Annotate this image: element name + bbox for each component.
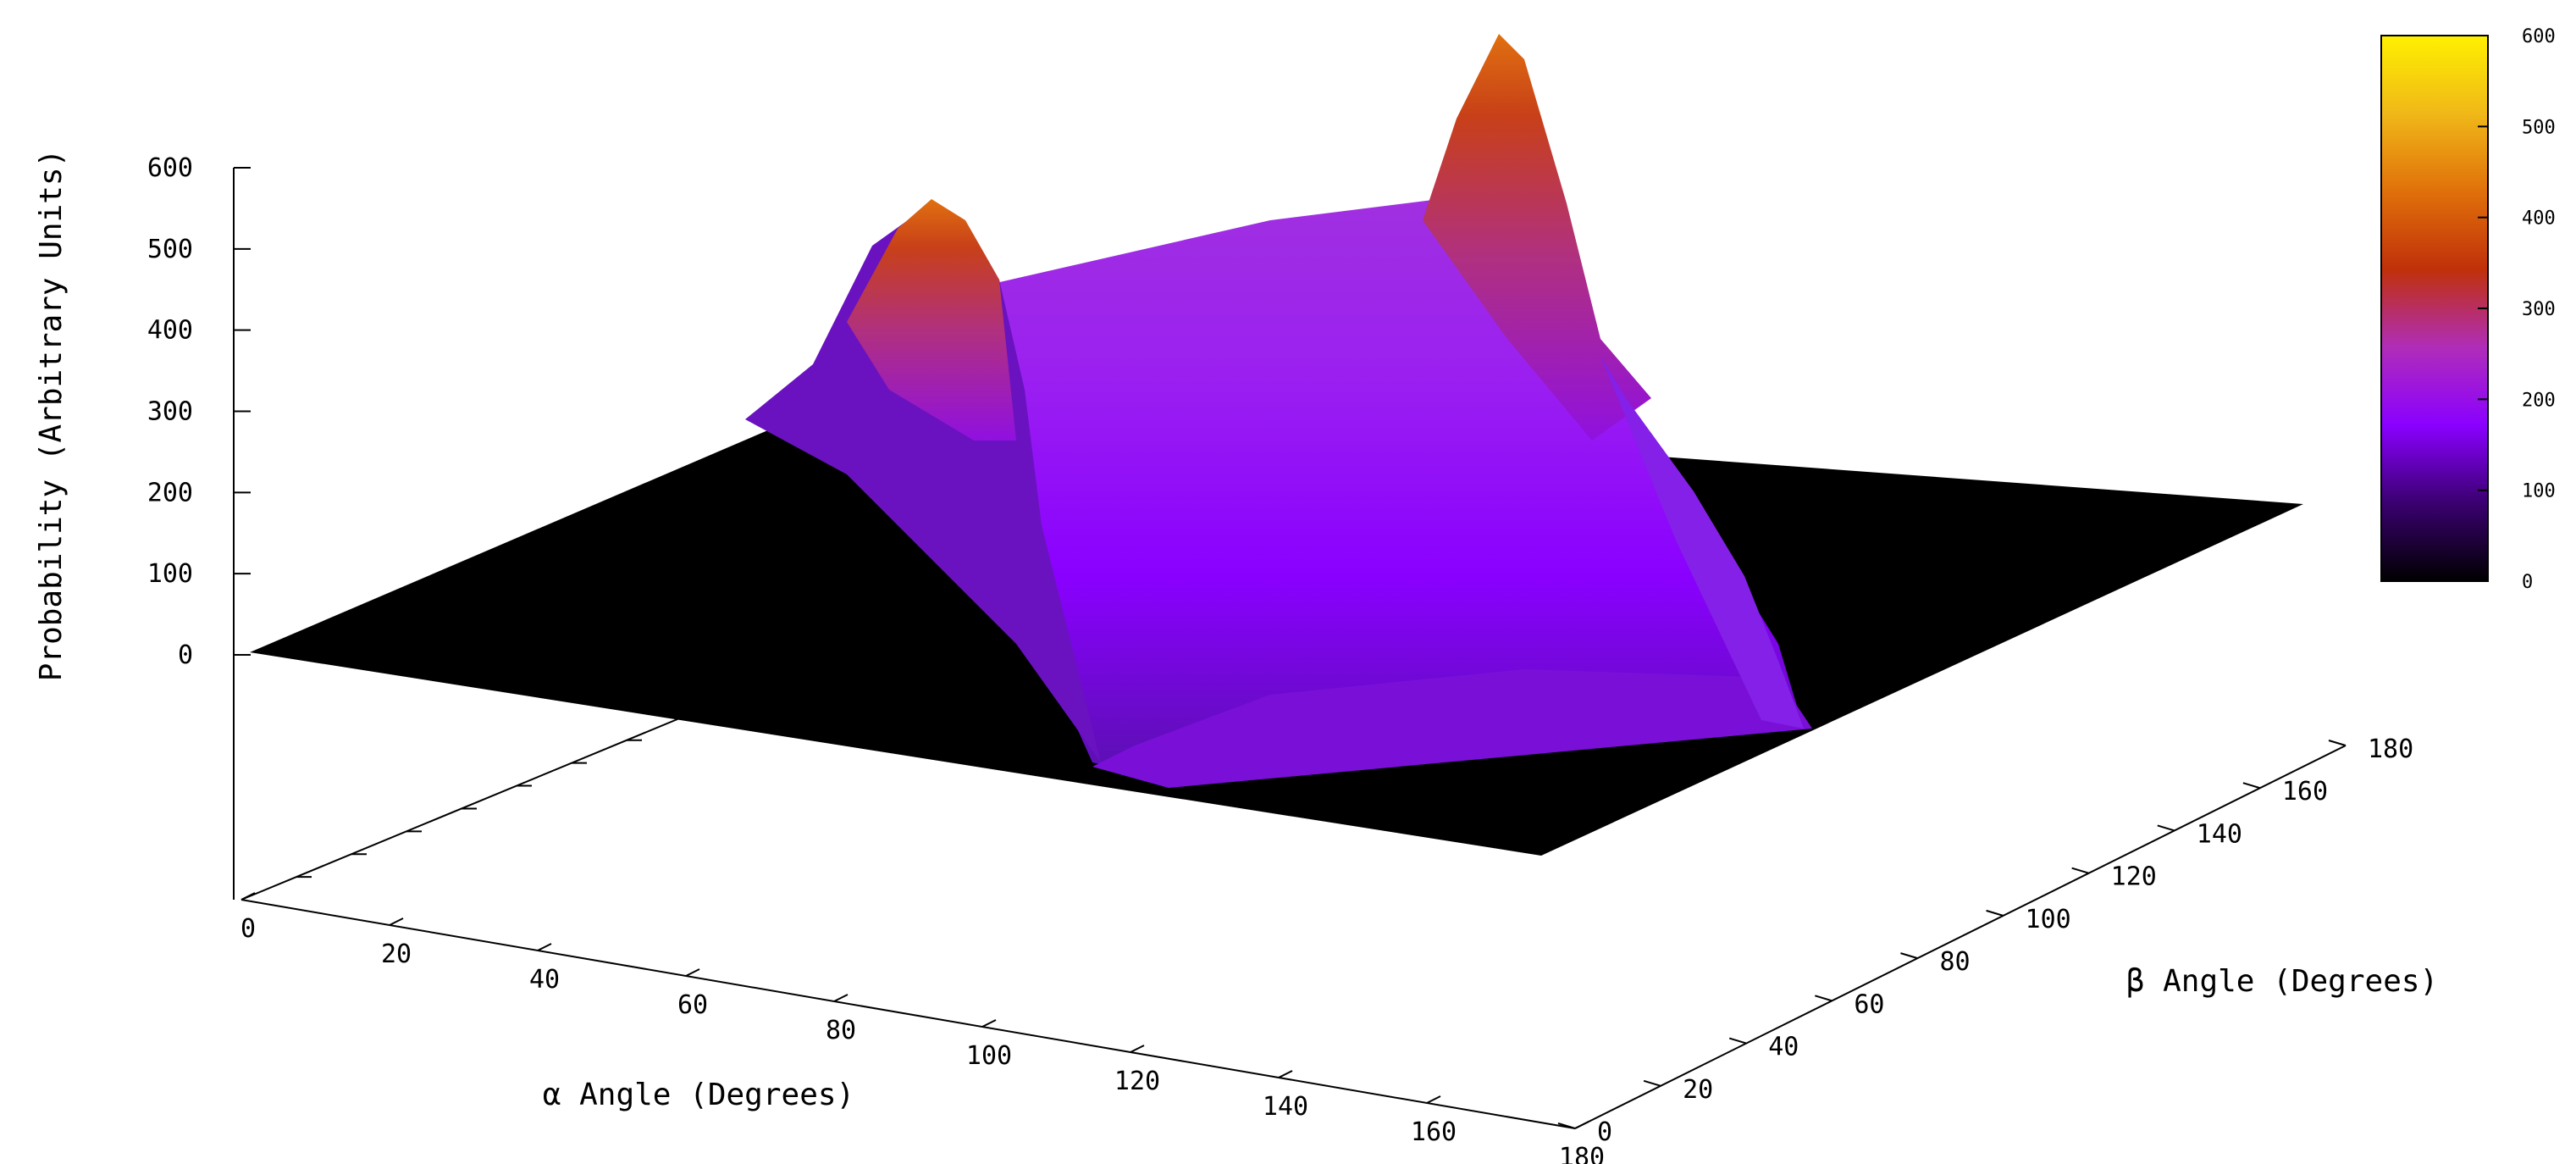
y-tick: [1900, 952, 1918, 960]
back-axis-line: [240, 694, 738, 901]
y-tick-label: 160: [2282, 777, 2328, 806]
x-tick: [981, 1019, 997, 1028]
colorbar: [2380, 35, 2489, 582]
y-tick: [1557, 1122, 1576, 1129]
y-tick-label: 140: [2197, 819, 2242, 849]
z-axis-label: Probability (Arbitrary Units): [34, 149, 69, 682]
y-tick: [1815, 995, 1832, 1002]
x-tick-label: 180: [1559, 1143, 1605, 1164]
x-axis-line: [240, 899, 1576, 1129]
colorbar-tick-label: 600: [2522, 26, 2556, 47]
y-axis-label: β Angle (Degrees): [2126, 964, 2438, 999]
y-tick-label: 100: [2026, 905, 2071, 934]
z-tick-label: 300: [147, 397, 193, 427]
z-tick-label: 400: [147, 316, 193, 346]
x-tick-label: 0: [240, 914, 256, 944]
surface-left-slope: [745, 203, 1101, 762]
y-tick: [1728, 1037, 1747, 1045]
axes-group: 0100200300400500600020406080100120140160…: [147, 153, 2413, 1164]
x-tick: [833, 994, 849, 1002]
y-tick-label: 60: [1854, 989, 1884, 1019]
y-tick-label: 40: [1768, 1033, 1799, 1062]
x-tick: [1278, 1070, 1293, 1078]
x-tick-label: 140: [1263, 1092, 1308, 1122]
x-tick-label: 80: [826, 1016, 856, 1045]
z-tick-label: 0: [178, 640, 193, 670]
z-tick-label: 100: [147, 559, 193, 589]
y-tick-label: 180: [2368, 734, 2413, 764]
z-tick-label: 600: [147, 153, 193, 183]
colorbar-tick-label: 100: [2522, 481, 2556, 502]
x-tick-label: 60: [677, 990, 708, 1020]
z-tick-label: 200: [147, 478, 193, 507]
y-tick: [1643, 1079, 1661, 1087]
colorbar-tick-label: 300: [2522, 299, 2556, 320]
y-axis-line: [1574, 745, 2347, 1129]
colorbar-tick-label: 500: [2522, 117, 2556, 138]
x-tick-label: 40: [529, 965, 560, 995]
y-tick-label: 20: [1683, 1075, 1713, 1105]
y-tick-label: 80: [1939, 947, 1970, 977]
x-tick-label: 20: [381, 940, 412, 969]
y-tick: [2071, 867, 2089, 874]
colorbar-tick-label: 200: [2522, 390, 2556, 411]
x-tick: [389, 917, 404, 926]
x-tick-label: 120: [1114, 1067, 1160, 1096]
colorbar-ticks: 0 100 200 300 400 500 600: [2478, 26, 2556, 593]
y-tick: [1986, 909, 2004, 917]
y-tick: [2157, 824, 2175, 832]
x-tick-label: 160: [1411, 1117, 1457, 1147]
x-tick: [1426, 1095, 1441, 1104]
surface-front-ridge: [1092, 669, 1812, 788]
y-tick-label: 120: [2111, 862, 2157, 892]
y-tick-label: 0: [1597, 1117, 1612, 1147]
surface-peak-right: [1423, 34, 1651, 441]
surface-right-slope: [1600, 356, 1804, 729]
y-tick: [2242, 782, 2261, 790]
x-tick: [1130, 1045, 1145, 1053]
colorbar-tick-label: 400: [2522, 208, 2556, 230]
y-tick: [2328, 740, 2347, 746]
x-tick: [685, 968, 700, 977]
x-tick: [537, 943, 552, 951]
surface-peak-left: [847, 199, 1016, 441]
z-tick-label: 500: [147, 235, 193, 264]
x-tick-label: 100: [966, 1041, 1012, 1071]
colorbar-tick-label: 0: [2522, 572, 2533, 593]
x-axis-label: α Angle (Degrees): [543, 1078, 854, 1112]
